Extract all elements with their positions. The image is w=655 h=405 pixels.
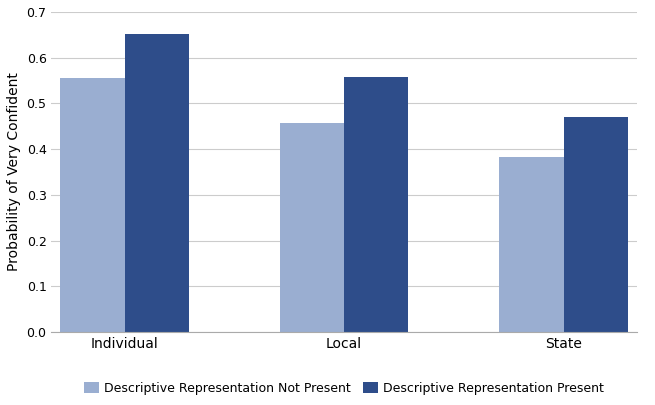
Bar <box>124 34 189 332</box>
Bar <box>344 77 409 332</box>
Bar <box>563 117 628 332</box>
Bar <box>280 123 344 332</box>
Legend: Descriptive Representation Not Present, Descriptive Representation Present: Descriptive Representation Not Present, … <box>79 377 609 400</box>
Bar <box>499 157 563 332</box>
Bar <box>60 78 124 332</box>
Y-axis label: Probability of Very Confident: Probability of Very Confident <box>7 72 21 271</box>
